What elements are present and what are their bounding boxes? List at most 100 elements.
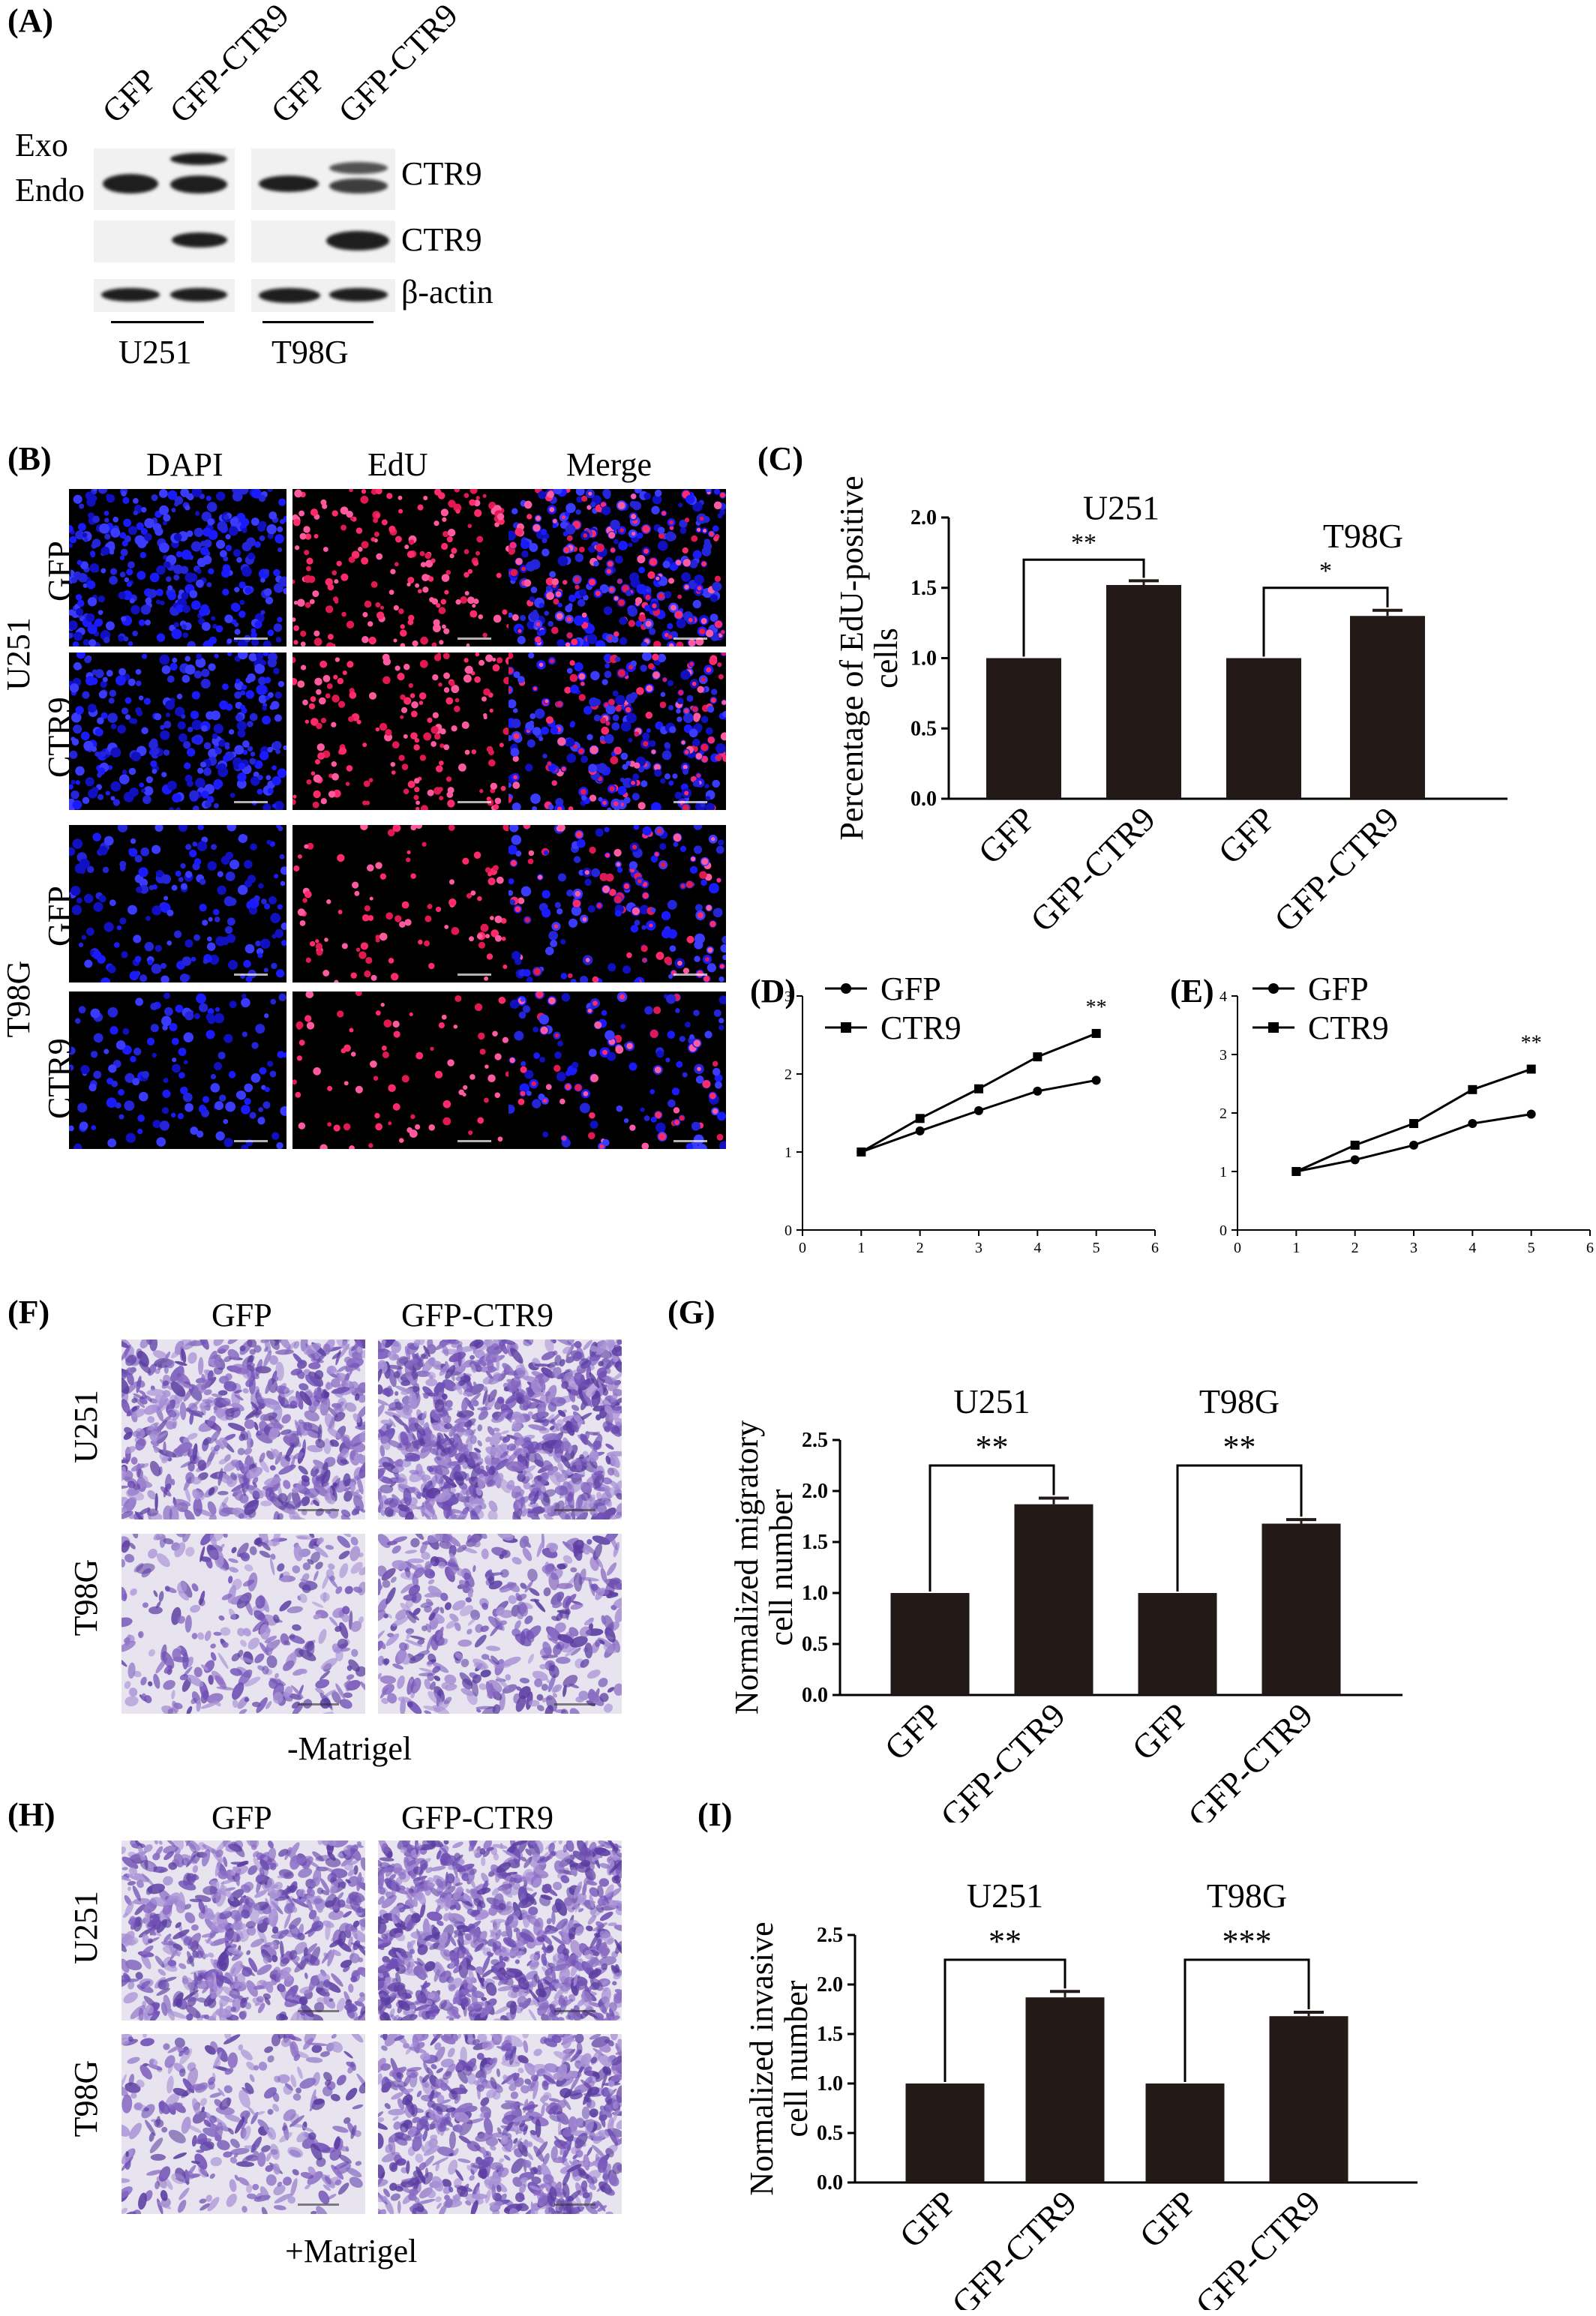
nucleus-dot: [255, 940, 262, 946]
cell-stain: [357, 1405, 365, 1419]
edu-dot: [608, 636, 613, 640]
nucleus-dot: [165, 700, 176, 710]
cell-stain: [238, 1474, 250, 1490]
nucleus-dot: [266, 524, 277, 535]
nucleus-dot: [718, 1018, 724, 1024]
nucleus-dot: [260, 578, 266, 583]
cell-stain: [552, 1366, 562, 1378]
edu-dot: [424, 915, 432, 922]
cell-stain: [124, 1426, 134, 1435]
edu-dot: [554, 924, 559, 928]
edu-dot: [654, 1066, 662, 1073]
cell-stain: [302, 1562, 311, 1570]
nucleus-dot: [146, 916, 151, 921]
micrograph-texture: [292, 652, 510, 810]
edu-dot: [648, 663, 655, 670]
cell-stain: [161, 1651, 175, 1670]
cell-stain: [537, 1401, 546, 1418]
nucleus-dot: [713, 489, 721, 495]
nucleus-dot: [177, 1113, 184, 1120]
nucleus-dot: [138, 695, 144, 700]
nucleus-dot: [542, 753, 548, 759]
nucleus-dot: [152, 1120, 161, 1129]
cell-stain: [433, 1465, 450, 1476]
nucleus-dot: [580, 756, 588, 764]
edu-dot: [394, 915, 402, 922]
cell-stain: [304, 1410, 320, 1422]
edu-dot: [442, 1117, 452, 1126]
cell-stain: [122, 1617, 133, 1628]
edu-dot: [590, 746, 598, 754]
cell-stain: [188, 1409, 203, 1418]
nucleus-dot: [232, 490, 243, 502]
nucleus-dot: [239, 599, 245, 605]
nucleus-dot: [125, 1132, 136, 1143]
cell-stain: [461, 1396, 469, 1412]
nucleus-dot: [172, 793, 182, 803]
edu-dot: [653, 1006, 662, 1015]
cell-stain: [518, 1499, 524, 1505]
nucleus-dot: [86, 580, 96, 590]
nucleus-dot: [644, 1006, 653, 1015]
edu-dot: [486, 746, 494, 753]
nucleus-dot: [700, 716, 709, 724]
edu-dot: [700, 618, 707, 624]
edu-dot: [365, 956, 373, 964]
edu-dot: [306, 557, 314, 565]
cell-stain: [223, 1534, 228, 1538]
cell-stain: [249, 1546, 257, 1556]
edu-dot: [334, 657, 340, 662]
nucleus-dot: [135, 668, 142, 675]
cell-stain: [420, 1474, 431, 1481]
nucleus-dot: [270, 913, 281, 923]
nucleus-dot: [72, 838, 83, 849]
edu-dot: [293, 625, 299, 632]
nucleus-dot: [263, 968, 268, 973]
cell-stain: [427, 1340, 434, 1348]
nucleus-dot: [540, 528, 548, 536]
data-point: [915, 1126, 925, 1136]
edu-dot: [637, 555, 646, 563]
edu-dot: [381, 519, 388, 526]
edu-dot: [380, 1003, 385, 1007]
nucleus-dot: [182, 956, 192, 966]
cell-stain: [140, 1508, 151, 1515]
nucleus-dot: [98, 489, 108, 494]
cell-stain: [343, 1692, 353, 1698]
nucleus-dot: [139, 974, 148, 982]
nucleus-dot: [137, 1128, 143, 1135]
cell-stain: [315, 1562, 323, 1570]
nucleus-dot: [261, 1084, 266, 1090]
cell-stain: [344, 1682, 352, 1689]
cell-stain: [523, 1400, 530, 1411]
cell-stain: [131, 1408, 146, 1418]
nucleus-dot: [196, 568, 202, 574]
nucleus-dot: [632, 793, 640, 801]
nucleus-dot: [130, 752, 141, 762]
nucleus-dot: [82, 532, 88, 538]
cell-stain: [488, 1500, 498, 1512]
edu-dot: [442, 517, 447, 522]
cell-stain: [171, 1478, 176, 1486]
edu-dot: [467, 524, 472, 529]
edu-dot: [364, 905, 370, 912]
cell-stain: [277, 1563, 285, 1572]
nucleus-dot: [568, 594, 576, 602]
nucleus-dot: [110, 723, 117, 730]
nucleus-dot: [180, 883, 188, 890]
cell-stain: [255, 1595, 266, 1609]
cell-stain: [462, 1462, 469, 1469]
edu-dot: [454, 705, 460, 712]
edu-dot: [714, 620, 722, 628]
nucleus-dot: [92, 515, 100, 524]
y-tick-label: 0: [1220, 1222, 1227, 1239]
cell-stain: [122, 1369, 129, 1378]
nucleus-dot: [244, 1083, 254, 1093]
nucleus-dot: [141, 727, 148, 734]
edu-dot: [327, 1122, 332, 1127]
nucleus-dot: [254, 620, 262, 628]
nucleus-dot: [650, 1116, 657, 1123]
nucleus-dot: [207, 861, 217, 871]
cell-stain: [122, 1540, 130, 1553]
nucleus-dot: [142, 653, 148, 659]
